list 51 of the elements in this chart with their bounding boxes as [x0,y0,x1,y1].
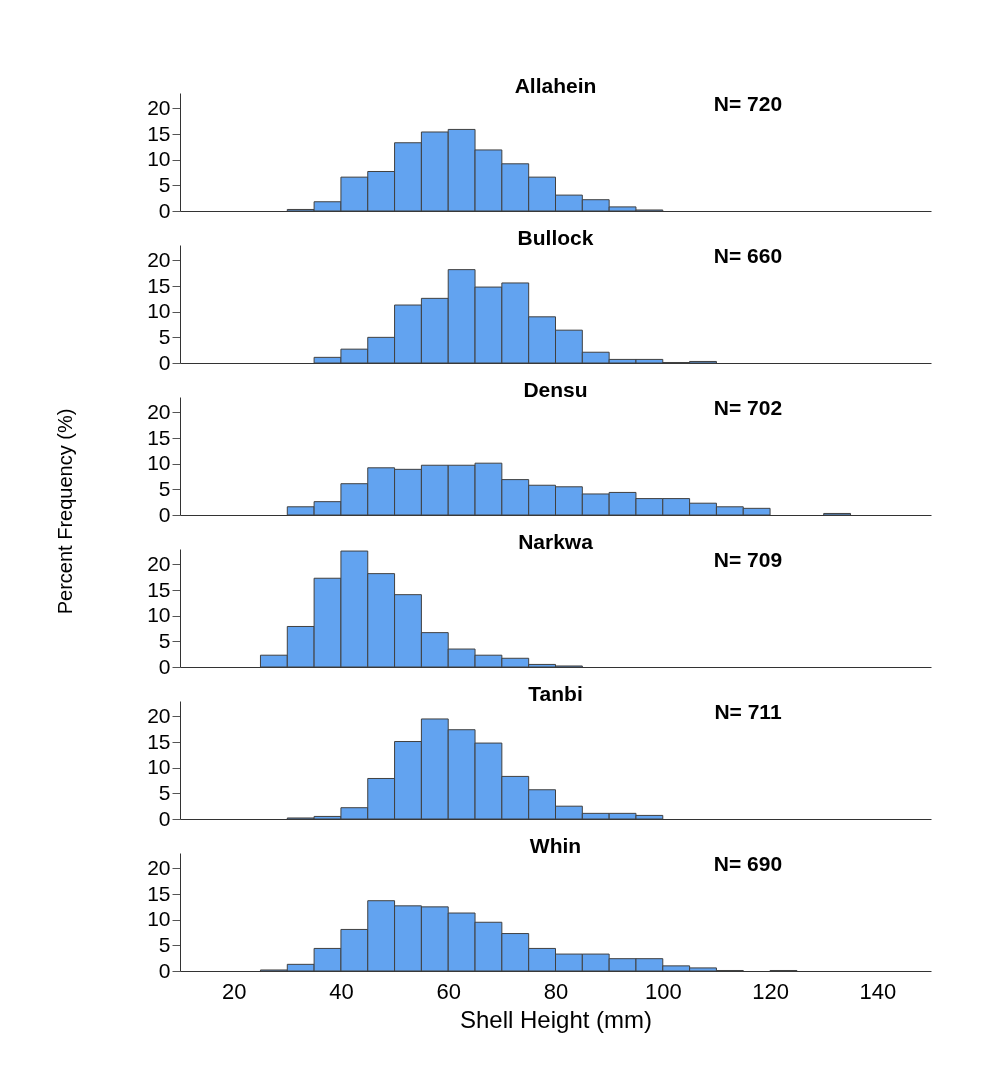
y-tick-label: 10 [147,451,171,475]
y-tick-label: 0 [158,654,171,678]
y-tick-label: 15 [147,425,171,449]
chart-title: Tanbi [528,682,583,705]
y-tick-label: 20 [147,551,171,575]
x-tick-label: 40 [329,978,354,1004]
y-tick-label: 15 [147,273,171,297]
y-tick-label: 15 [147,121,171,145]
y-tick-label: 5 [158,172,171,196]
y-tick-label: 5 [158,780,171,804]
chart-title: Narkwa [518,530,594,553]
y-tick-label: 0 [158,198,171,222]
y-tick-label: 20 [147,703,171,727]
annotation: N= 720 [713,92,783,115]
y-tick-label: 0 [158,502,171,526]
y-tick-label: 0 [158,806,171,830]
y-tick-label: 5 [158,932,171,956]
y-tick-label: 5 [158,476,171,500]
y-tick-label: 20 [147,399,171,423]
y-tick-label: 10 [147,603,171,627]
y-tick-label: 20 [147,855,171,879]
x-axis-title: Shell Height (mm) [459,1005,653,1033]
chart-title: Allahein [514,74,597,97]
y-tick-label: 15 [147,881,171,905]
y-tick-label: 5 [158,628,171,652]
x-tick-label: 120 [752,978,789,1004]
annotation: N= 660 [713,244,783,267]
y-tick-label: 20 [147,95,171,119]
x-tick-label: 20 [221,978,247,1004]
y-tick-label: 10 [147,755,171,779]
x-tick-label: 80 [543,978,569,1004]
annotation: N= 702 [713,396,783,419]
annotation: N= 690 [713,852,783,875]
y-tick-label: 10 [147,299,171,323]
y-tick-label: 0 [158,350,171,374]
x-tick-label: 140 [859,978,897,1004]
y-axis-title: Percent Frequency (%) [53,408,76,615]
chart-title: Bullock [517,226,594,249]
chart-title: Densu [523,378,588,401]
x-tick-label: 60 [436,978,461,1004]
y-tick-label: 15 [147,729,171,753]
y-tick-label: 0 [158,958,171,982]
y-tick-label: 10 [147,147,171,171]
chart-title: Whin [529,834,582,857]
y-tick-label: 5 [158,324,171,348]
y-tick-label: 10 [147,907,171,931]
x-tick-label: 100 [644,978,682,1004]
y-tick-label: 15 [147,577,171,601]
y-tick-label: 20 [147,247,171,271]
annotation: N= 709 [713,548,783,571]
annotation: N= 711 [714,700,782,723]
